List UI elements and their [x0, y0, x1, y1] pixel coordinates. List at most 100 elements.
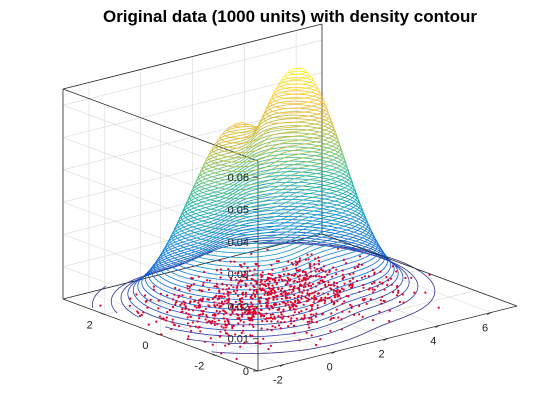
data-point	[277, 315, 280, 318]
data-point	[292, 324, 296, 327]
data-point	[187, 313, 190, 316]
data-point	[152, 288, 155, 291]
x-tick-mark	[279, 364, 285, 367]
data-point	[242, 325, 245, 328]
data-point	[301, 291, 304, 294]
data-point	[313, 266, 316, 269]
data-point	[186, 316, 189, 319]
data-point	[337, 316, 340, 319]
data-point	[223, 300, 227, 303]
data-point	[284, 304, 287, 307]
data-point	[308, 326, 311, 329]
data-point	[357, 263, 360, 266]
data-point	[250, 252, 253, 255]
data-point	[310, 253, 313, 256]
data-point	[291, 263, 295, 266]
data-point	[213, 323, 216, 326]
data-point	[219, 330, 222, 333]
data-point	[264, 290, 267, 293]
data-point	[181, 294, 184, 297]
data-point	[313, 294, 316, 297]
data-point	[301, 279, 304, 282]
data-point	[259, 342, 262, 345]
data-point	[308, 317, 311, 320]
data-point	[383, 288, 386, 291]
data-point	[186, 284, 189, 288]
data-point	[235, 278, 238, 281]
data-point	[294, 260, 297, 263]
data-point	[211, 320, 214, 323]
data-point	[307, 258, 310, 261]
data-point	[249, 295, 252, 298]
data-point	[213, 301, 216, 304]
data-point	[188, 285, 191, 288]
y-tick-mark	[156, 333, 161, 336]
data-point	[227, 287, 231, 290]
axis-edge	[321, 233, 518, 307]
data-point	[246, 278, 249, 281]
data-point	[308, 275, 311, 278]
data-point	[326, 297, 329, 300]
data-point	[184, 301, 187, 304]
data-point	[292, 314, 295, 317]
data-point	[302, 286, 305, 289]
data-point	[213, 285, 216, 288]
data-point	[329, 284, 332, 287]
chart-title: Original data (1000 units) with density …	[103, 7, 477, 26]
data-point	[320, 267, 323, 271]
data-point	[207, 304, 210, 307]
data-point	[248, 269, 251, 272]
data-point	[298, 288, 301, 292]
data-point	[294, 299, 297, 303]
data-point	[202, 309, 205, 313]
contour-level	[288, 68, 307, 75]
data-point	[227, 294, 230, 297]
z-tick-label: 0	[243, 366, 249, 378]
data-point	[317, 259, 320, 262]
data-point	[251, 303, 254, 306]
contour-level	[219, 104, 330, 144]
data-point	[249, 334, 252, 337]
data-point	[271, 268, 274, 271]
data-point	[200, 300, 203, 303]
data-point	[317, 256, 320, 259]
data-point	[260, 275, 263, 279]
data-point	[189, 315, 192, 318]
data-point	[224, 326, 227, 329]
data-point	[234, 292, 237, 295]
data-point	[322, 265, 325, 268]
data-point	[276, 320, 279, 323]
data-point	[274, 291, 277, 294]
data-point	[235, 305, 238, 308]
data-point	[277, 279, 280, 282]
data-point	[129, 297, 132, 300]
data-point	[341, 269, 344, 272]
data-point	[301, 270, 304, 273]
data-point	[241, 312, 244, 315]
data-point	[281, 317, 284, 320]
data-point	[309, 267, 312, 270]
data-point	[213, 304, 216, 307]
data-point	[233, 308, 236, 311]
data-point	[241, 297, 244, 300]
data-point	[225, 311, 228, 314]
data-point	[287, 260, 290, 263]
data-point	[266, 248, 269, 251]
data-point	[261, 271, 264, 274]
data-point	[310, 297, 313, 300]
data-point	[223, 295, 226, 298]
data-point	[270, 293, 273, 296]
data-point	[265, 312, 268, 315]
data-point	[294, 267, 298, 270]
data-point	[298, 280, 301, 283]
contour-level	[163, 205, 372, 277]
data-point	[300, 294, 303, 297]
data-point	[266, 320, 269, 323]
data-point	[252, 292, 255, 295]
data-point	[191, 277, 194, 280]
data-point	[197, 275, 200, 278]
data-point	[234, 272, 237, 275]
data-point	[248, 318, 251, 321]
x-tick-label: 2	[378, 349, 384, 361]
data-point	[239, 264, 242, 267]
